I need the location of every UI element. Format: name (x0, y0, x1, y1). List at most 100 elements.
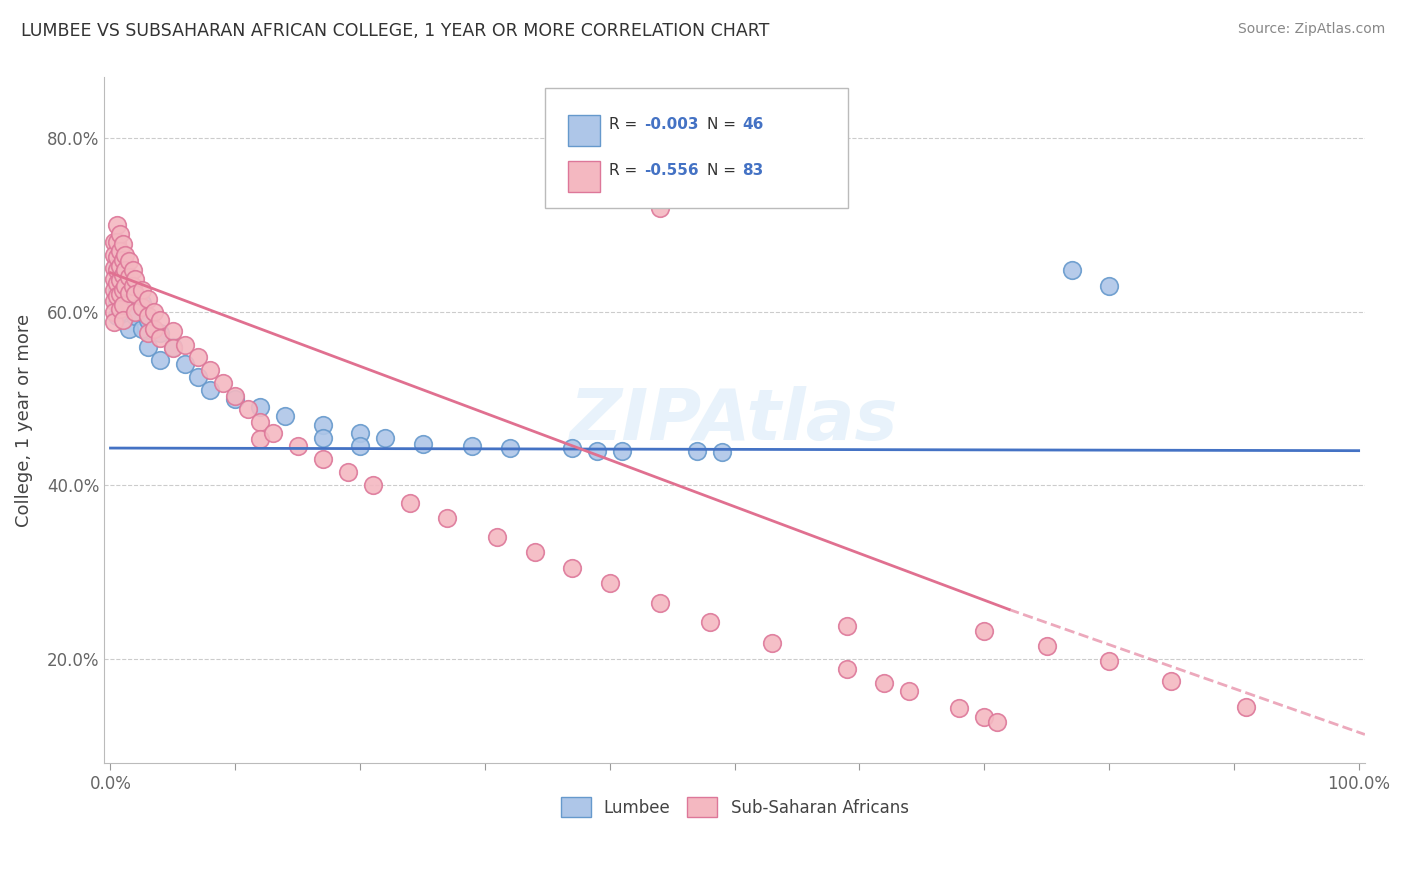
Point (103, 305, 125, 319)
Point (149, 331, 172, 345)
Point (105, 218, 128, 232)
Point (118, 322, 141, 336)
Point (103, 315, 125, 329)
Text: LUMBEE VS SUBSAHARAN AFRICAN COLLEGE, 1 YEAR OR MORE CORRELATION CHART: LUMBEE VS SUBSAHARAN AFRICAN COLLEGE, 1 … (21, 22, 769, 40)
Point (499, 441, 522, 455)
Text: 83: 83 (742, 162, 763, 178)
Point (131, 296, 153, 310)
Point (187, 350, 209, 364)
Point (224, 389, 246, 403)
Text: -0.556: -0.556 (644, 162, 699, 178)
Point (835, 662, 858, 676)
Text: ZIPAtlas: ZIPAtlas (571, 385, 898, 455)
Point (105, 283, 128, 297)
Point (110, 227, 132, 241)
Point (274, 409, 297, 423)
Point (412, 436, 434, 450)
Point (124, 272, 146, 286)
Point (399, 496, 422, 510)
Point (124, 287, 146, 301)
Point (136, 313, 159, 327)
Point (111, 274, 134, 288)
Point (200, 383, 222, 397)
Point (1160, 673, 1182, 688)
Point (461, 439, 484, 453)
Point (349, 439, 371, 453)
Point (105, 296, 128, 310)
Point (648, 201, 671, 215)
Point (1098, 278, 1121, 293)
Text: 46: 46 (742, 117, 763, 131)
Point (948, 701, 970, 715)
Point (110, 273, 132, 287)
Point (114, 263, 136, 277)
Point (162, 324, 184, 338)
Text: Source: ZipAtlas.com: Source: ZipAtlas.com (1237, 22, 1385, 37)
Point (711, 445, 734, 459)
Point (114, 248, 136, 262)
Text: R =: R = (609, 117, 641, 131)
Point (103, 261, 125, 276)
Point (835, 619, 858, 633)
Point (110, 270, 132, 285)
Point (111, 298, 134, 312)
Point (149, 313, 172, 327)
Legend: Lumbee, Sub-Saharan Africans: Lumbee, Sub-Saharan Africans (554, 791, 915, 823)
Point (561, 561, 583, 575)
Point (110, 252, 132, 267)
Point (973, 710, 995, 724)
Point (110, 302, 132, 317)
Point (612, 443, 634, 458)
Point (110, 305, 132, 319)
FancyBboxPatch shape (568, 161, 600, 193)
Point (1234, 699, 1257, 714)
Point (105, 276, 128, 290)
Point (110, 244, 132, 258)
Point (118, 270, 141, 285)
Point (118, 254, 141, 268)
Point (118, 296, 141, 310)
Point (111, 296, 134, 310)
Point (114, 270, 136, 285)
Point (249, 401, 271, 415)
Point (361, 478, 384, 492)
Point (374, 431, 396, 445)
Text: R =: R = (609, 162, 641, 178)
Point (187, 370, 209, 384)
Point (898, 684, 921, 698)
Text: -0.003: -0.003 (644, 117, 699, 131)
Point (174, 357, 197, 371)
Point (131, 283, 153, 297)
Point (136, 339, 159, 353)
Point (103, 283, 125, 297)
Point (686, 443, 709, 458)
FancyBboxPatch shape (546, 87, 848, 208)
Point (312, 452, 335, 467)
Point (599, 576, 621, 591)
Point (873, 676, 896, 690)
Point (131, 301, 153, 315)
Point (110, 287, 132, 301)
Point (105, 261, 128, 276)
Point (1035, 639, 1057, 653)
Point (136, 292, 159, 306)
Point (105, 289, 128, 303)
Text: N =: N = (707, 117, 741, 131)
Text: N =: N = (707, 162, 741, 178)
Point (111, 268, 134, 283)
Point (105, 309, 128, 323)
Point (249, 433, 271, 447)
Point (561, 441, 583, 455)
Point (211, 376, 233, 390)
Point (131, 322, 153, 336)
Point (986, 715, 1008, 730)
Point (118, 285, 141, 300)
Point (143, 322, 166, 336)
Point (105, 235, 128, 250)
Point (162, 339, 184, 353)
Point (103, 248, 125, 262)
Point (110, 259, 132, 273)
Point (1098, 654, 1121, 668)
Point (124, 305, 146, 319)
Point (523, 545, 546, 559)
